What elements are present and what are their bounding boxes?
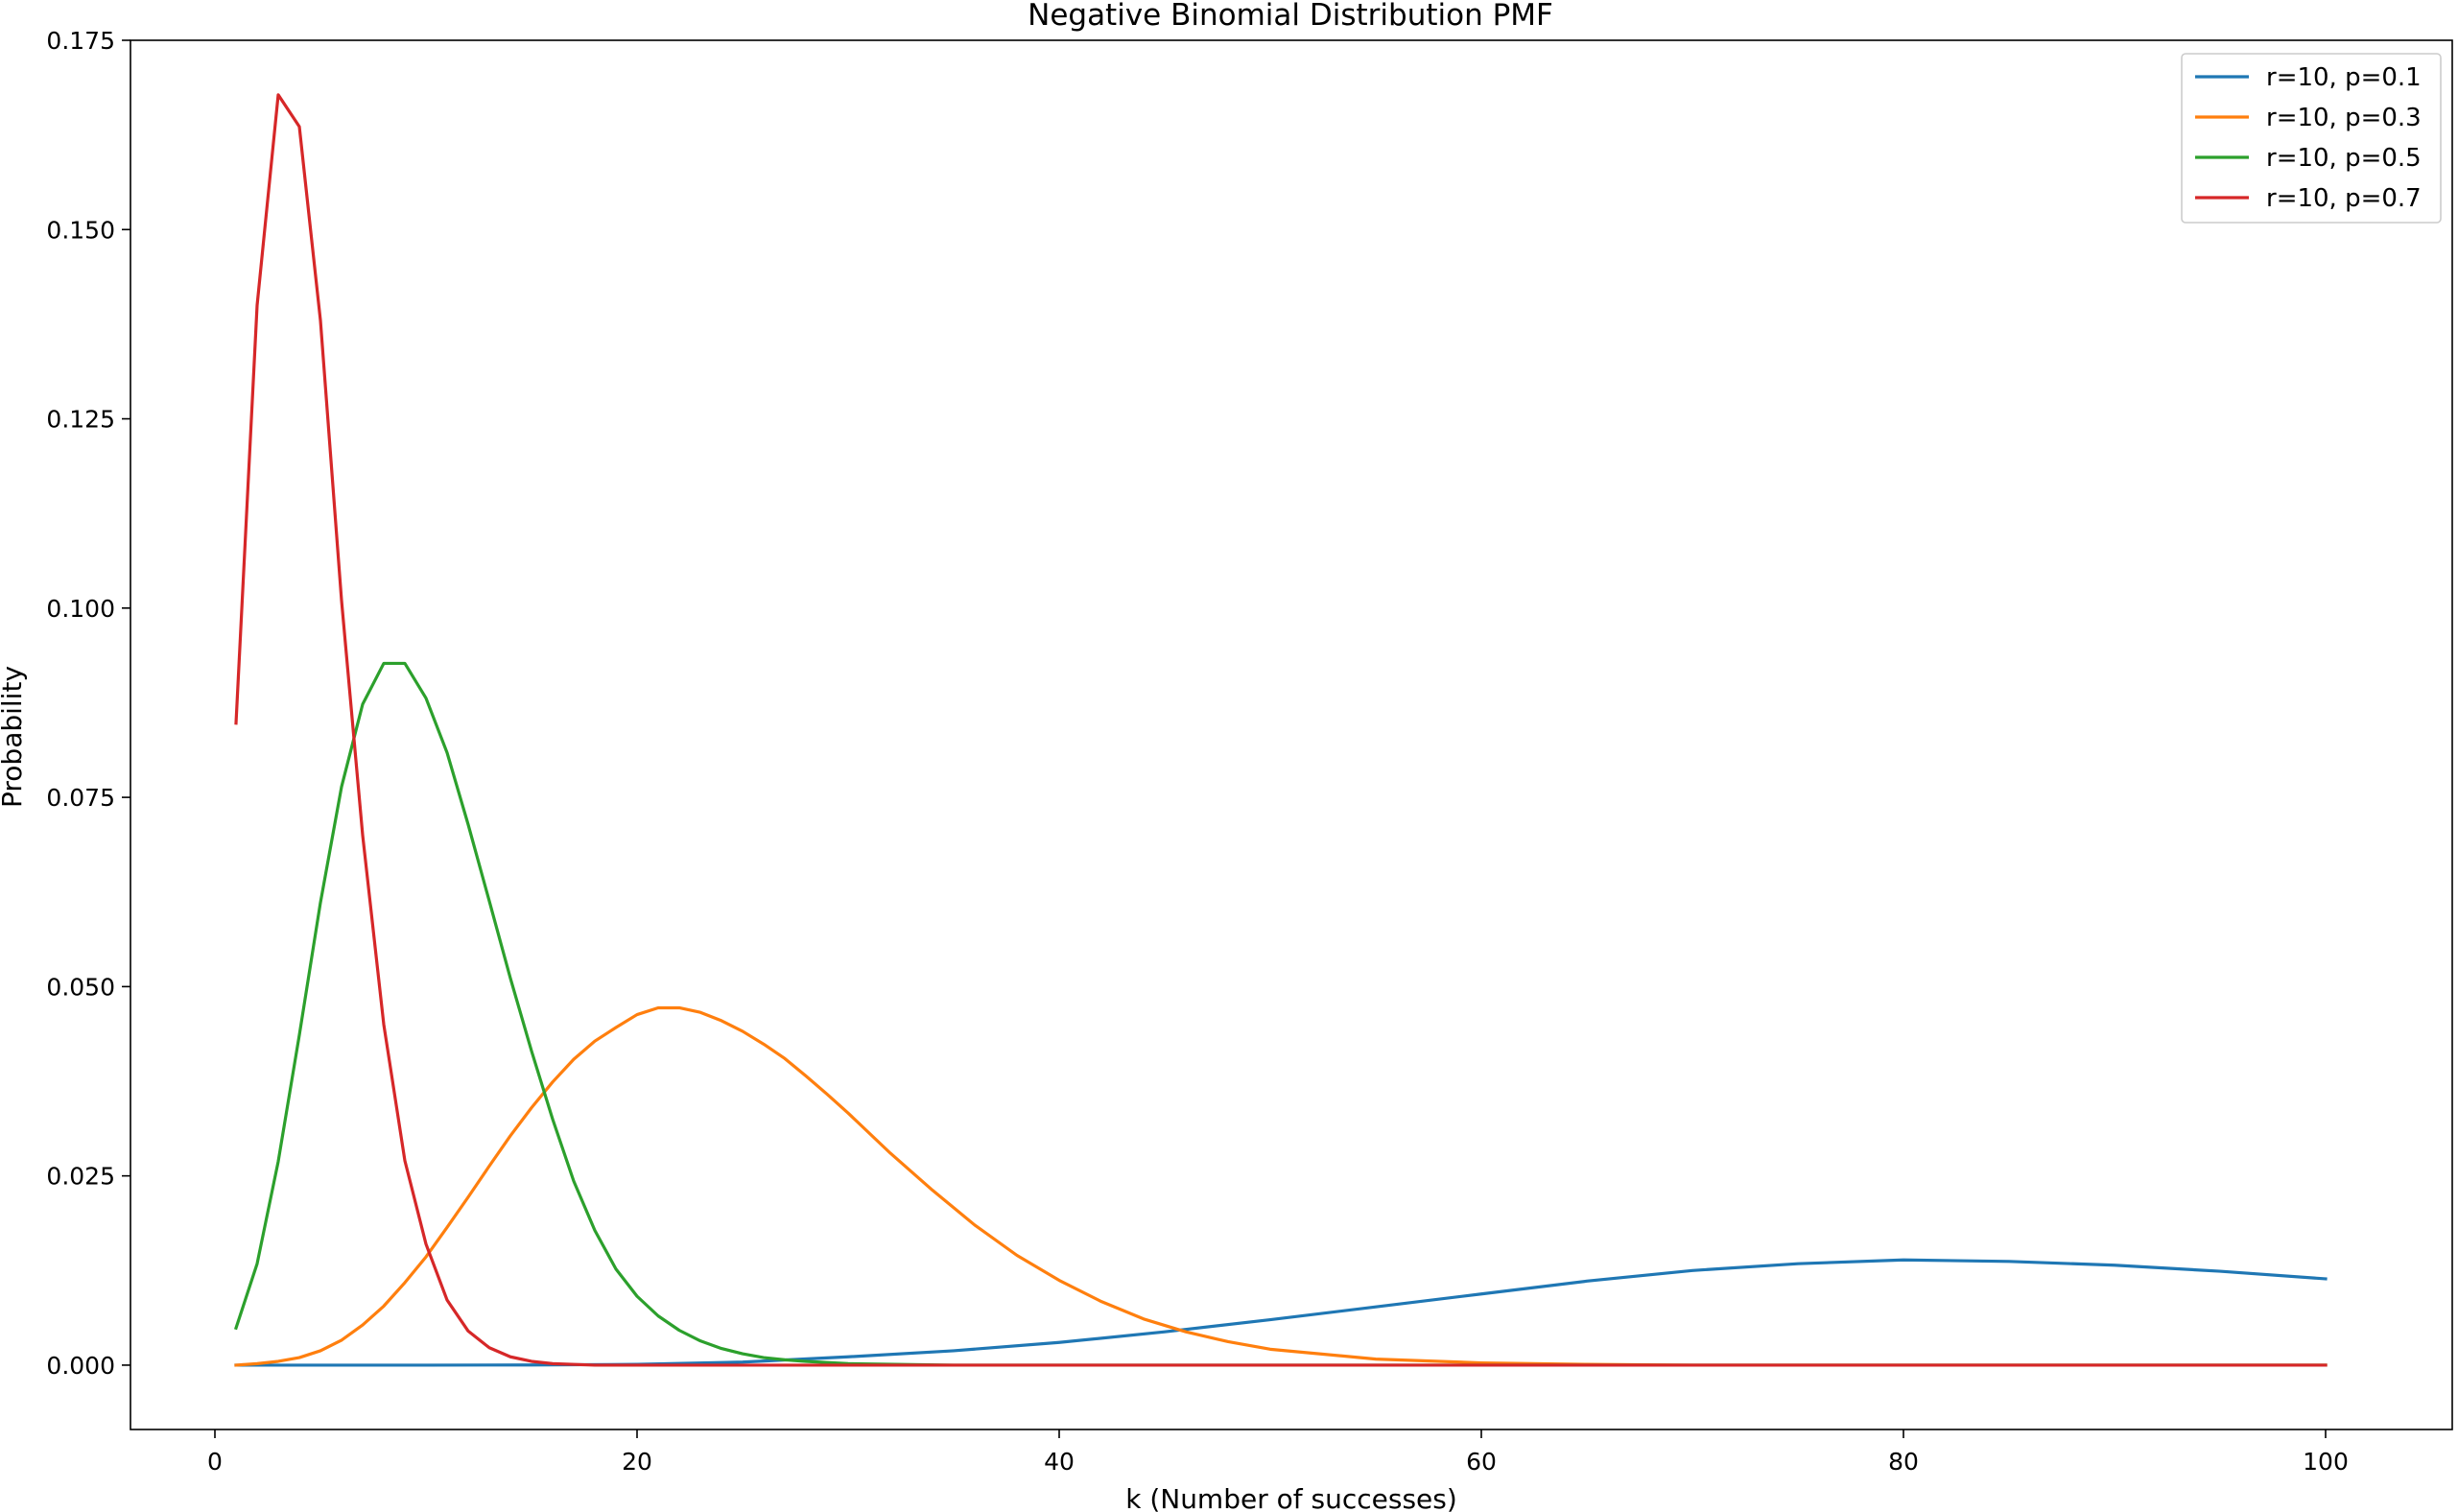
plot-frame [130,39,2453,1430]
y-tick-label: 0.100 [46,595,115,623]
legend-frame [2181,53,2442,224]
y-axis: 0.000 0.025 0.050 0.075 0.100 0.125 0.150 0.175 [46,27,130,1380]
y-tick-label: 0.025 [46,1163,115,1191]
x-axis: 0 20 40 60 80 100 [207,1429,2349,1476]
y-tick-label: 0.125 [46,406,115,434]
series-line-4 [234,93,2328,1367]
y-tick-label: 0.075 [46,784,115,812]
legend: r=10, p=0.1 r=10, p=0.3 r=10, p=0.5 r=10, p… [2181,53,2442,224]
y-axis-label: Probability [0,666,28,808]
y-tick-label: 0.000 [46,1352,115,1380]
y-tick-label: 0.050 [46,973,115,1001]
series-line-2 [234,1005,2328,1367]
chart-title: Negative Binomial Distribution PMF [1028,0,1553,33]
x-tick-label: 20 [622,1448,652,1476]
series-line-3 [233,661,2328,1367]
legend-entry: r=10, p=0.7 [2266,184,2422,213]
x-tick-label: 100 [2303,1448,2349,1476]
x-tick-label: 60 [1466,1448,1497,1476]
y-tick-label: 0.150 [46,216,115,244]
legend-entry: r=10, p=0.5 [2266,144,2422,173]
x-tick-label: 0 [207,1448,223,1476]
legend-entry: r=10, p=0.1 [2266,63,2422,92]
series-lines [233,93,2328,1367]
y-tick-label: 0.175 [46,27,115,55]
x-tick-label: 40 [1044,1448,1075,1476]
x-axis-label: k (Number of successes) [1125,1483,1457,1512]
legend-entry: r=10, p=0.3 [2266,104,2422,132]
x-tick-label: 80 [1888,1448,1919,1476]
